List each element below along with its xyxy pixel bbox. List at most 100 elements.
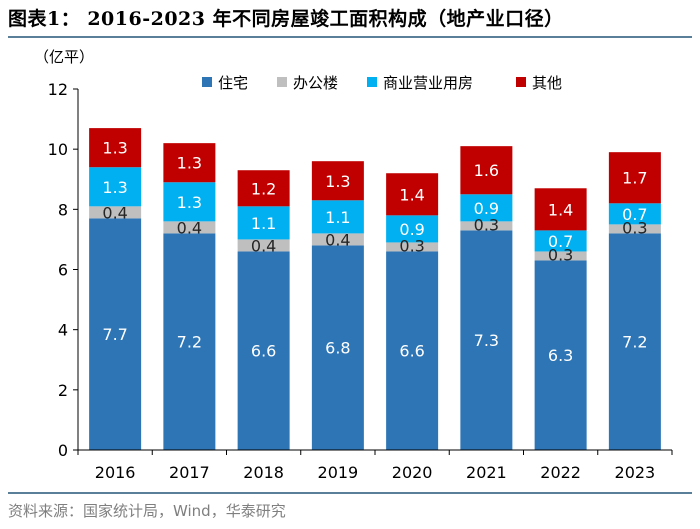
bar-segment-other xyxy=(311,161,364,201)
data-label-residential: 7.2 xyxy=(622,333,647,352)
data-label-residential: 6.8 xyxy=(325,339,350,358)
y-tick-label: 4 xyxy=(58,321,68,340)
data-label-residential: 7.7 xyxy=(102,325,127,344)
bar-stack-2016: 7.7 0.4 1.3 1.3 xyxy=(89,128,142,450)
legend-label: 住宅 xyxy=(218,74,248,92)
legend-swatch xyxy=(202,77,212,87)
x-axis: 2016 2017 2018 2019 2020 2021 2022 2023 xyxy=(77,449,673,482)
title-divider xyxy=(8,36,692,38)
bar-stack-2023: 7.2 0.30.7 1.7 xyxy=(608,152,661,450)
data-label-other: 1.6 xyxy=(474,161,499,180)
bar-segment-commercial xyxy=(237,206,290,240)
bar-segment-commercial xyxy=(386,215,439,243)
bar-segment-residential xyxy=(89,218,142,450)
legend-swatch xyxy=(277,77,287,87)
bar-segment-residential xyxy=(237,251,290,450)
legend: 住宅 办公楼 商业营业用房 其他 xyxy=(202,74,562,92)
data-label-office: 0.3 xyxy=(548,245,573,264)
legend-swatch xyxy=(367,77,377,87)
bar-segment-other xyxy=(237,170,290,207)
data-label-commercial: 1.1 xyxy=(325,208,350,227)
bar-segment-other xyxy=(460,146,513,195)
bar-segment-residential xyxy=(608,233,661,450)
bar-segment-office xyxy=(163,221,216,234)
x-tick-label: 2020 xyxy=(392,463,433,482)
legend-item-other: 其他 xyxy=(516,74,562,92)
data-label-commercial: 1.3 xyxy=(102,178,127,197)
y-tick-label: 8 xyxy=(58,200,68,219)
data-label-other: 1.3 xyxy=(325,172,350,191)
chart-title: 图表1： 2016-2023 年不同房屋竣工面积构成（地产业口径） xyxy=(8,8,564,30)
bar-stack-2022: 6.3 0.30.7 1.4 xyxy=(534,188,587,450)
bar-stack-2020: 6.6 0.30.9 1.4 xyxy=(386,173,439,450)
data-label-commercial: 1.1 xyxy=(251,214,276,233)
x-tick-label: 2018 xyxy=(243,463,284,482)
y-tick-label: 2 xyxy=(58,381,68,400)
bar-stack-2018: 6.6 0.4 1.1 1.2 xyxy=(237,170,290,450)
bar-stack-2021: 7.3 0.30.9 1.6 xyxy=(460,146,513,450)
data-label-office: 0.4 xyxy=(102,203,127,222)
legend-swatch xyxy=(516,77,526,87)
y-tick-label: 6 xyxy=(58,261,68,280)
bar-segment-residential xyxy=(311,245,364,450)
data-label-office: 0.3 xyxy=(474,215,499,234)
bar-segment-office xyxy=(311,233,364,246)
data-label-residential: 6.3 xyxy=(548,346,573,365)
data-label-commercial: 0.9 xyxy=(399,220,424,239)
data-label-other: 1.2 xyxy=(251,179,276,198)
bar-segment-office xyxy=(89,206,142,219)
x-tick-label: 2017 xyxy=(169,463,210,482)
data-label-other: 1.3 xyxy=(177,154,202,173)
data-label-office: 0.4 xyxy=(325,230,350,249)
data-label-commercial: 0.7 xyxy=(622,205,647,224)
data-label-other: 1.3 xyxy=(102,139,127,158)
x-tick-label: 2022 xyxy=(540,463,581,482)
bar-segment-other xyxy=(163,143,216,183)
bar-segment-commercial xyxy=(608,203,661,225)
data-label-residential: 6.6 xyxy=(399,342,424,361)
legend-label: 商业营业用房 xyxy=(383,74,473,92)
x-tick-label: 2016 xyxy=(95,463,136,482)
y-tick-label: 10 xyxy=(48,140,68,159)
footer-divider xyxy=(8,492,692,494)
bar-segment-office xyxy=(386,242,439,252)
bars: 7.7 0.4 1.3 1.3 7.2 0.4 1.3 1.3 6.6 0.4 1.1 1.2 6.8 0… xyxy=(89,128,661,450)
legend-label: 办公楼 xyxy=(293,74,338,92)
bar-segment-other xyxy=(89,128,142,168)
data-label-other: 1.7 xyxy=(622,169,647,188)
y-axis: 0 2 4 6 8 10 12 xyxy=(48,80,79,460)
bar-segment-commercial xyxy=(89,167,142,207)
y-axis-unit: （亿平） xyxy=(34,48,95,66)
data-label-residential: 6.6 xyxy=(251,342,276,361)
bar-segment-commercial xyxy=(534,230,587,252)
data-label-office: 0.4 xyxy=(177,218,202,237)
data-label-other: 1.4 xyxy=(548,200,573,219)
bar-segment-other xyxy=(534,188,587,231)
y-tick-label: 12 xyxy=(48,80,68,99)
data-label-commercial: 0.9 xyxy=(474,199,499,218)
data-label-other: 1.4 xyxy=(399,185,424,204)
bar-segment-residential xyxy=(534,260,587,450)
bar-segment-commercial xyxy=(460,194,513,222)
bar-segment-office xyxy=(608,224,661,234)
bar-segment-other xyxy=(386,173,439,216)
bar-segment-office xyxy=(237,239,290,252)
bar-segment-residential xyxy=(460,230,513,450)
y-tick-label: 0 xyxy=(58,441,68,460)
data-label-office: 0.3 xyxy=(622,218,647,237)
legend-item-commercial: 商业营业用房 xyxy=(367,74,473,92)
bar-segment-residential xyxy=(386,251,439,450)
x-tick-label: 2023 xyxy=(615,463,656,482)
legend-label: 其他 xyxy=(532,74,562,92)
data-label-office: 0.4 xyxy=(251,236,276,255)
x-tick-label: 2021 xyxy=(466,463,507,482)
data-label-commercial: 1.3 xyxy=(177,193,202,212)
bar-stack-2019: 6.8 0.4 1.1 1.3 xyxy=(311,161,364,450)
data-label-office: 0.3 xyxy=(399,236,424,255)
legend-item-office: 办公楼 xyxy=(277,74,338,92)
data-label-commercial: 0.7 xyxy=(548,232,573,251)
legend-item-residential: 住宅 xyxy=(202,74,248,92)
bar-stack-2017: 7.2 0.4 1.3 1.3 xyxy=(163,143,216,450)
bar-segment-other xyxy=(608,152,661,204)
